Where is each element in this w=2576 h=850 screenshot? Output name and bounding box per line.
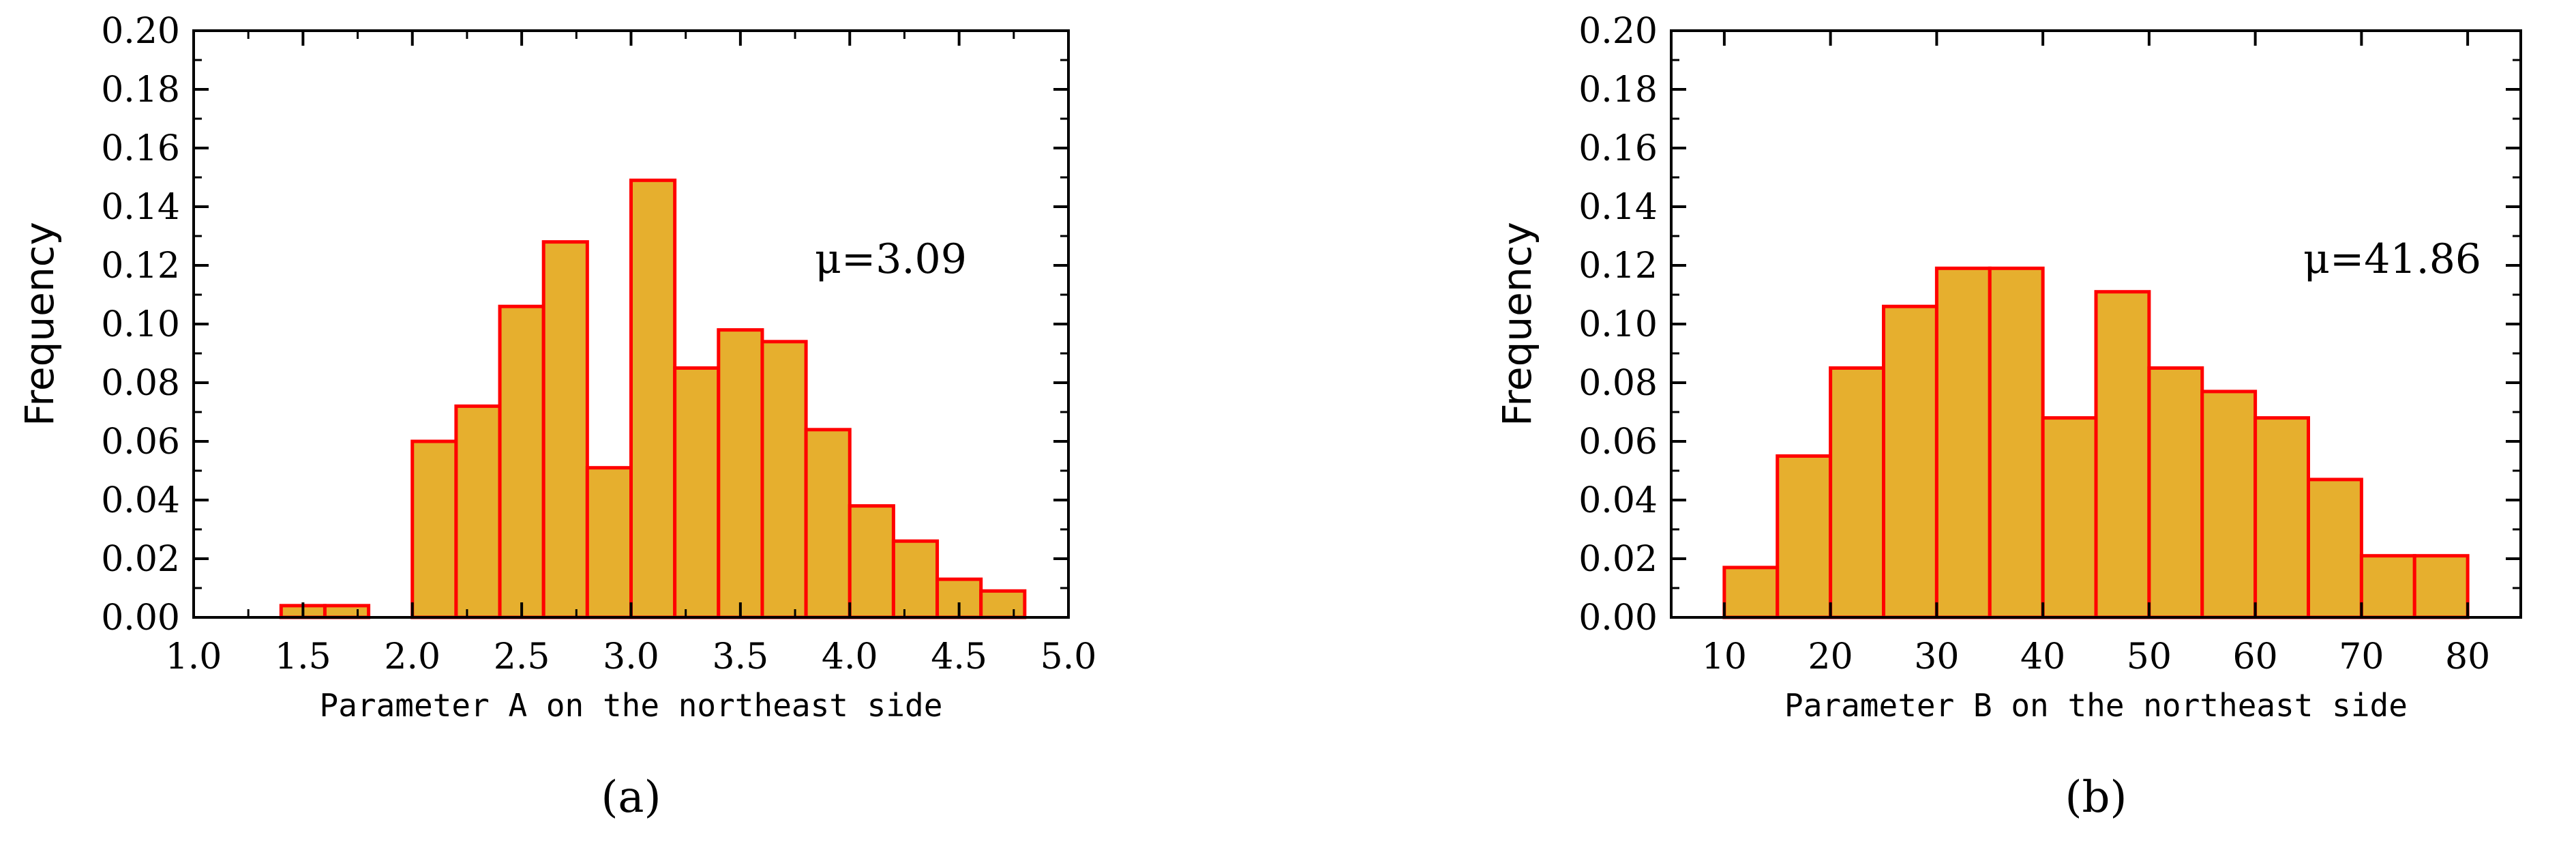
histogram-bar (541, 240, 589, 619)
x-tick-label: 4.0 (822, 636, 878, 677)
histogram-bar (1934, 266, 1992, 619)
y-tick-label: 0.12 (1578, 246, 1658, 287)
y-tick-label: 0.14 (1578, 187, 1658, 228)
histogram-bar (979, 589, 1027, 619)
x-tick-label: 10 (1702, 636, 1747, 677)
y-tick-label: 0.18 (1578, 70, 1658, 111)
mean-annotation: μ=3.09 (815, 235, 967, 283)
histogram-bar (804, 428, 852, 619)
histogram-bar (2253, 416, 2310, 619)
y-tick-label: 0.10 (1578, 304, 1658, 345)
histogram-bar (2412, 554, 2470, 619)
y-tick-label: 0.14 (101, 187, 180, 228)
histogram-bar (2359, 554, 2416, 619)
y-tick-label: 0.12 (101, 246, 180, 287)
histogram-bar (498, 304, 545, 619)
y-tick-label: 0.20 (1578, 11, 1658, 52)
x-tick-label: 30 (1914, 636, 1959, 677)
y-tick-label: 0.18 (101, 70, 180, 111)
x-tick-label: 2.5 (494, 636, 550, 677)
y-tick-label: 0.04 (101, 480, 180, 521)
histogram-bar (454, 404, 502, 619)
histogram-bar (323, 604, 371, 619)
y-tick-label: 0.06 (1578, 422, 1658, 463)
histogram-bar (935, 577, 983, 619)
y-tick-label: 0.04 (1578, 480, 1658, 521)
x-tick-label: 1.5 (275, 636, 331, 677)
x-tick-label: 80 (2445, 636, 2490, 677)
y-axis-label: Frequency (1494, 222, 1540, 426)
y-tick-label: 0.00 (1578, 598, 1658, 639)
y-tick-label: 0.16 (101, 128, 180, 169)
histogram-bar (891, 539, 940, 619)
x-tick-label: 1.0 (166, 636, 222, 677)
chart-panel-b: 0.00 0.02 0.04 0.06 0.08 0.10 0.12 0.14 0.16 0.18… (1494, 11, 2522, 823)
histogram-bar (673, 366, 721, 619)
y-tick-label: 0.02 (101, 539, 180, 580)
histogram-bar (848, 504, 895, 619)
histogram-bar (1829, 366, 1885, 619)
histogram-bar (410, 439, 458, 619)
y-tick-label: 0.16 (1578, 128, 1658, 169)
panel-label: (a) (601, 772, 661, 823)
y-tick-label: 0.00 (101, 598, 180, 639)
mean-annotation: μ=41.86 (2303, 235, 2481, 283)
panel-label: (b) (2065, 772, 2127, 823)
x-tick-label: 40 (2020, 636, 2065, 677)
y-tick-label: 0.08 (1578, 363, 1658, 404)
y-tick-label: 0.02 (1578, 539, 1658, 580)
x-tick-label: 70 (2339, 636, 2384, 677)
x-tick-label: 60 (2233, 636, 2278, 677)
histogram-bar (1988, 266, 2045, 619)
histogram-bar (2307, 478, 2363, 619)
histogram-bar (1882, 304, 1938, 619)
histogram-bar (717, 328, 764, 619)
y-axis-label: Frequency (16, 222, 63, 426)
x-tick-label: 3.0 (603, 636, 659, 677)
y-tick-label: 0.06 (101, 422, 180, 463)
histogram-bar (760, 340, 808, 619)
histogram-bar (1722, 566, 1780, 619)
x-tick-label: 3.5 (713, 636, 769, 677)
histogram-bar (1776, 454, 1833, 619)
x-tick-label: 5.0 (1040, 636, 1097, 677)
histogram-bar (585, 466, 633, 619)
y-tick-label: 0.08 (101, 363, 180, 404)
y-tick-label: 0.10 (101, 304, 180, 345)
x-tick-label: 50 (2127, 636, 2172, 677)
x-axis-label: Parameter A on the northeast side (320, 687, 943, 724)
x-axis-label: Parameter B on the northeast side (1784, 687, 2408, 724)
histogram-bar (2094, 290, 2151, 619)
histogram-bar (2200, 390, 2258, 619)
histogram-bar (629, 178, 677, 619)
y-tick-label: 0.20 (101, 11, 180, 52)
x-tick-label: 4.5 (931, 636, 987, 677)
x-tick-label: 20 (1808, 636, 1853, 677)
chart-panel-a: 0.00 0.02 0.04 0.06 0.08 0.10 0.12 0.14 0.16 0.18… (16, 11, 1096, 823)
histogram-bar (2041, 416, 2098, 619)
histogram-bar (2147, 366, 2204, 619)
x-tick-label: 2.0 (384, 636, 440, 677)
